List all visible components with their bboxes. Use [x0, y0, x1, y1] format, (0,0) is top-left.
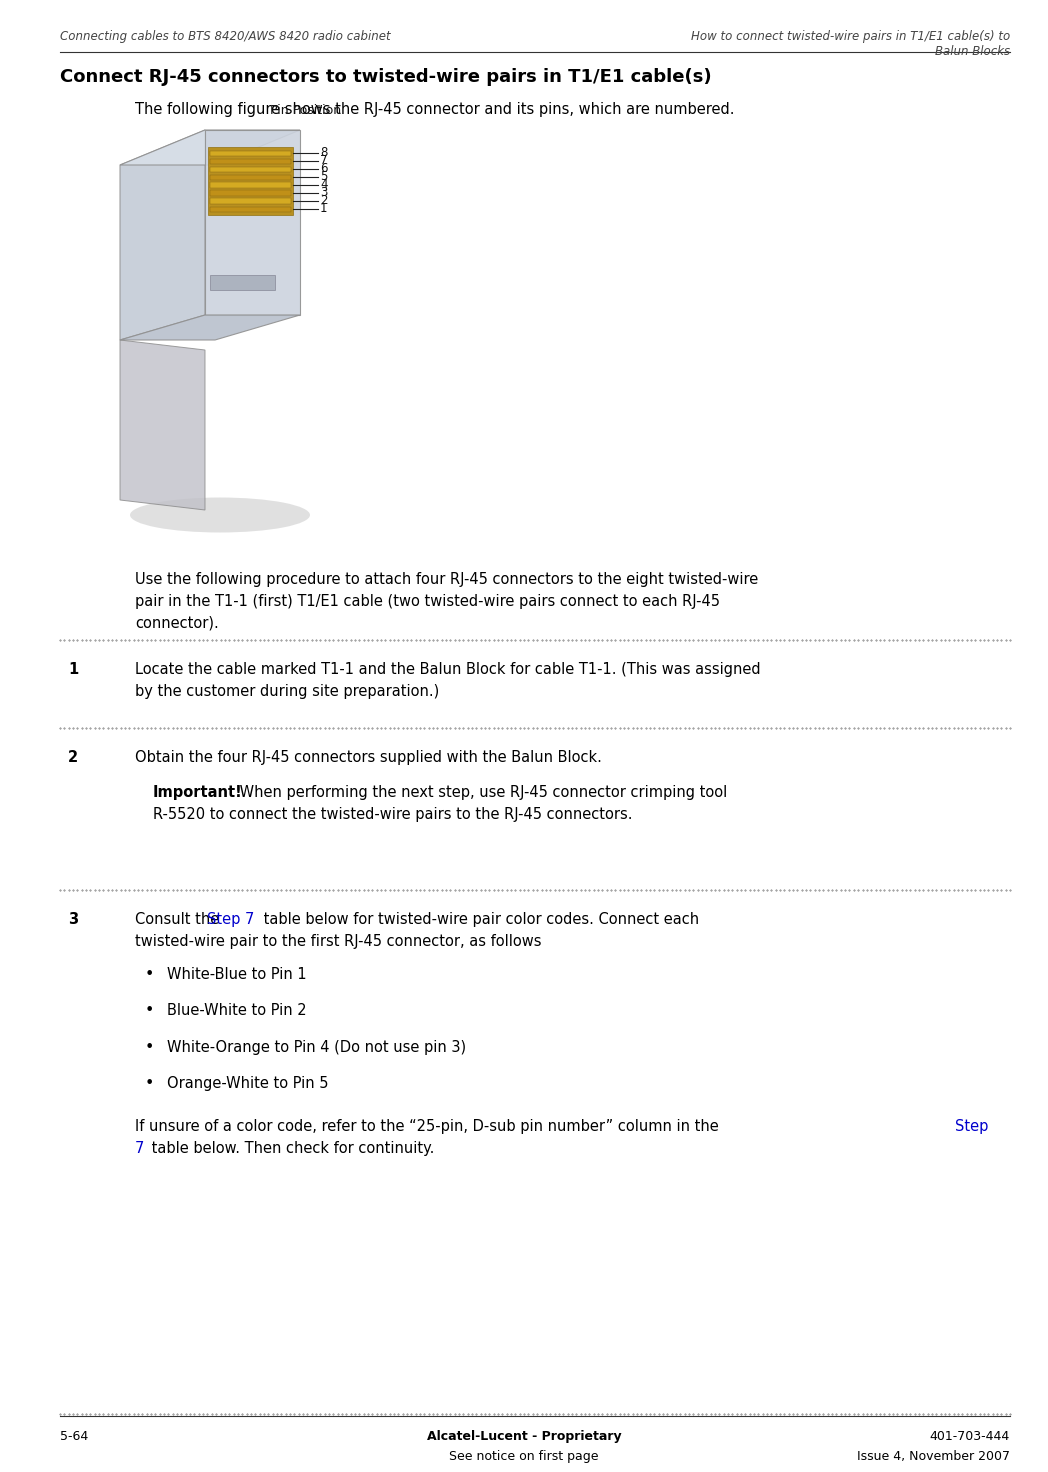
Text: Locate the cable marked T1-1 and the Balun Block for cable T1-1. (This was assig: Locate the cable marked T1-1 and the Bal…	[135, 662, 761, 677]
Text: •: •	[145, 967, 154, 982]
Text: How to connect twisted-wire pairs in T1/E1 cable(s) to
Balun Blocks: How to connect twisted-wire pairs in T1/…	[691, 29, 1010, 57]
Text: If unsure of a color code, refer to the “25-pin, D-sub pin number” column in the: If unsure of a color code, refer to the …	[135, 1119, 723, 1133]
Text: 7: 7	[135, 1141, 145, 1156]
Text: table below for twisted-wire pair color codes. Connect each: table below for twisted-wire pair color …	[259, 913, 699, 927]
Text: 2: 2	[68, 751, 79, 765]
Text: twisted-wire pair to the first RJ-45 connector, as follows: twisted-wire pair to the first RJ-45 con…	[135, 935, 542, 949]
Text: White-Orange to Pin 4 (Do not use pin 3): White-Orange to Pin 4 (Do not use pin 3)	[167, 1039, 466, 1054]
Polygon shape	[121, 130, 300, 165]
Text: by the customer during site preparation.): by the customer during site preparation.…	[135, 684, 439, 699]
Text: 2: 2	[320, 194, 327, 208]
Text: •: •	[145, 1076, 154, 1091]
Text: Blue-White to Pin 2: Blue-White to Pin 2	[167, 1004, 307, 1019]
Text: 3: 3	[68, 913, 79, 927]
Text: Step: Step	[955, 1119, 988, 1133]
FancyBboxPatch shape	[210, 150, 291, 156]
Text: 5-64: 5-64	[60, 1429, 88, 1443]
Text: table below. Then check for continuity.: table below. Then check for continuity.	[147, 1141, 434, 1156]
FancyBboxPatch shape	[210, 159, 291, 165]
FancyBboxPatch shape	[210, 166, 291, 172]
Text: 6: 6	[320, 162, 327, 175]
Text: Issue 4, November 2007: Issue 4, November 2007	[857, 1450, 1010, 1463]
Text: 5: 5	[320, 171, 327, 184]
Text: Obtain the four RJ-45 connectors supplied with the Balun Block.: Obtain the four RJ-45 connectors supplie…	[135, 751, 602, 765]
Text: Use the following procedure to attach four RJ-45 connectors to the eight twisted: Use the following procedure to attach fo…	[135, 573, 759, 587]
Text: 7: 7	[320, 155, 327, 168]
Text: Pin Position: Pin Position	[270, 105, 342, 116]
Text: R-5520 to connect the twisted-wire pairs to the RJ-45 connectors.: R-5520 to connect the twisted-wire pairs…	[153, 807, 633, 823]
Text: 1: 1	[320, 203, 327, 215]
Text: •: •	[145, 1039, 154, 1054]
FancyBboxPatch shape	[210, 175, 291, 180]
Text: Connecting cables to BTS 8420/AWS 8420 radio cabinet: Connecting cables to BTS 8420/AWS 8420 r…	[60, 29, 391, 43]
Polygon shape	[121, 315, 300, 340]
Text: See notice on first page: See notice on first page	[450, 1450, 598, 1463]
Polygon shape	[121, 340, 205, 509]
Text: Connect RJ-45 connectors to twisted-wire pairs in T1/E1 cable(s): Connect RJ-45 connectors to twisted-wire…	[60, 68, 712, 85]
Text: •: •	[145, 1004, 154, 1019]
Text: Step 7: Step 7	[208, 913, 255, 927]
FancyBboxPatch shape	[210, 183, 291, 188]
Polygon shape	[210, 275, 275, 290]
FancyBboxPatch shape	[210, 190, 291, 196]
Text: When performing the next step, use RJ-45 connector crimping tool: When performing the next step, use RJ-45…	[235, 785, 727, 801]
Text: Alcatel-Lucent - Proprietary: Alcatel-Lucent - Proprietary	[427, 1429, 621, 1443]
FancyBboxPatch shape	[210, 206, 291, 212]
Polygon shape	[205, 130, 300, 315]
Ellipse shape	[130, 498, 310, 533]
Text: 8: 8	[320, 147, 327, 159]
Text: Consult the: Consult the	[135, 913, 224, 927]
Text: 401-703-444: 401-703-444	[930, 1429, 1010, 1443]
Text: Orange-White to Pin 5: Orange-White to Pin 5	[167, 1076, 328, 1091]
Text: pair in the T1-1 (first) T1/E1 cable (two twisted-wire pairs connect to each RJ-: pair in the T1-1 (first) T1/E1 cable (tw…	[135, 595, 720, 609]
FancyBboxPatch shape	[210, 199, 291, 205]
Text: 3: 3	[320, 187, 327, 200]
Text: 4: 4	[320, 178, 327, 191]
Polygon shape	[121, 130, 205, 340]
Text: connector).: connector).	[135, 615, 219, 631]
Text: White-Blue to Pin 1: White-Blue to Pin 1	[167, 967, 307, 982]
Text: The following figure shows the RJ-45 connector and its pins, which are numbered.: The following figure shows the RJ-45 con…	[135, 102, 735, 116]
Text: 1: 1	[68, 662, 79, 677]
Text: Important!: Important!	[153, 785, 243, 801]
FancyBboxPatch shape	[208, 147, 293, 215]
